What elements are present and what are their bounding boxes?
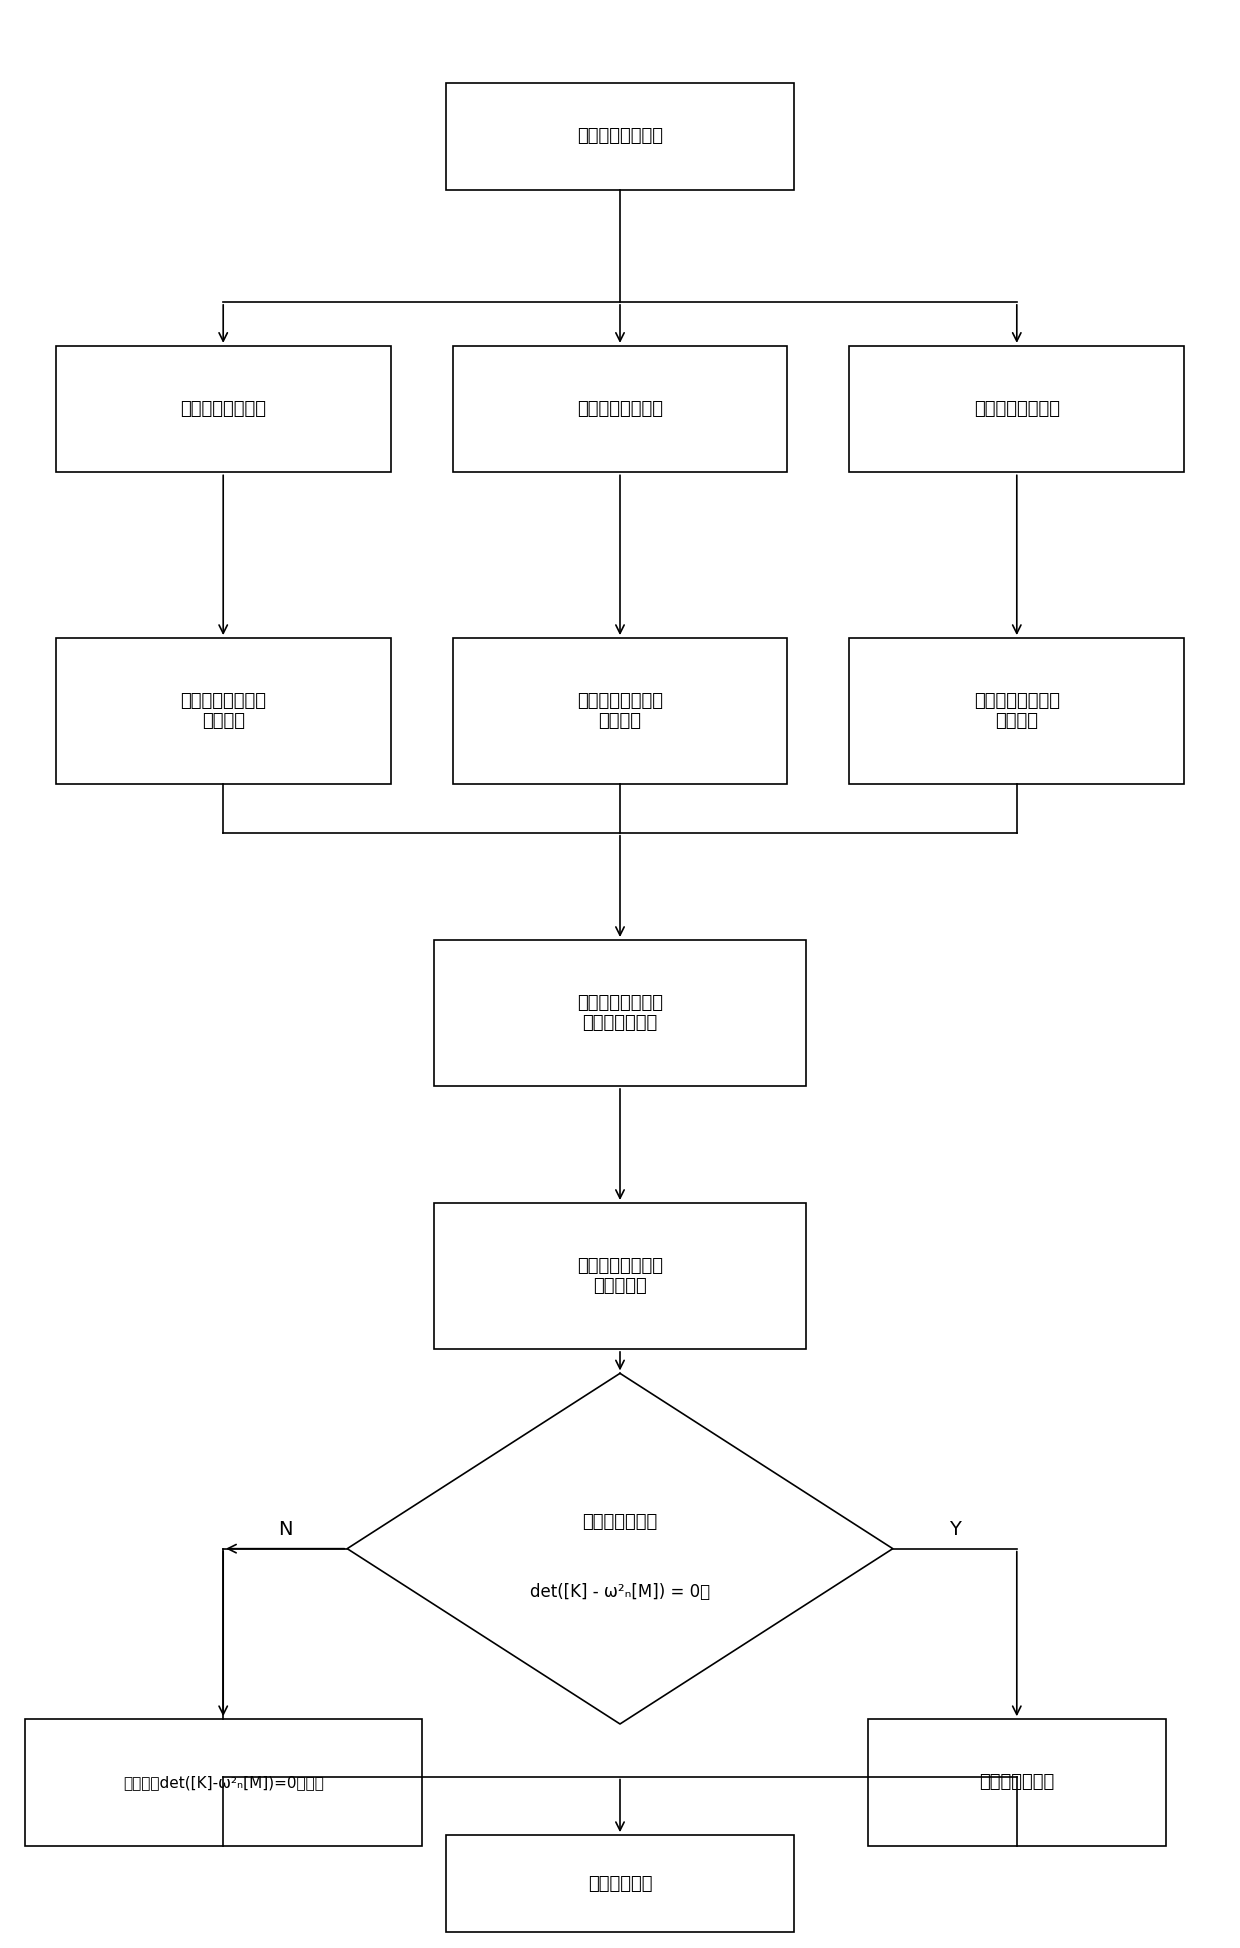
Text: 分别对每个广义坐
标求偏导: 分别对每个广义坐 标求偏导 (577, 692, 663, 730)
Text: 判断矩阵行列式: 判断矩阵行列式 (583, 1514, 657, 1531)
Text: 列出系统势能方程: 列出系统势能方程 (577, 399, 663, 419)
FancyBboxPatch shape (453, 347, 787, 471)
FancyBboxPatch shape (25, 1718, 422, 1847)
Text: 确定系统广义坐标: 确定系统广义坐标 (577, 127, 663, 146)
FancyBboxPatch shape (434, 941, 806, 1087)
Text: 整理得到质量矩阵
和刚度矩阵: 整理得到质量矩阵 和刚度矩阵 (577, 1256, 663, 1295)
FancyBboxPatch shape (868, 1718, 1166, 1847)
FancyBboxPatch shape (56, 639, 391, 783)
FancyBboxPatch shape (434, 1202, 806, 1348)
FancyBboxPatch shape (453, 639, 787, 783)
Text: 代入拉格朗日方程
得运动微分方程: 代入拉格朗日方程 得运动微分方程 (577, 993, 663, 1032)
FancyBboxPatch shape (446, 1835, 794, 1932)
FancyBboxPatch shape (849, 639, 1184, 783)
FancyBboxPatch shape (446, 82, 794, 189)
Text: 列出系统动能方程: 列出系统动能方程 (180, 399, 267, 419)
Text: det([K] - ω²ₙ[M]) = 0？: det([K] - ω²ₙ[M]) = 0？ (529, 1584, 711, 1601)
Text: 矩阵迭代法求解: 矩阵迭代法求解 (980, 1773, 1054, 1792)
Text: 分别对每个广义坐
标求偏导: 分别对每个广义坐 标求偏导 (973, 692, 1060, 730)
Text: 系统固有频率: 系统固有频率 (588, 1874, 652, 1893)
Text: Y: Y (949, 1519, 961, 1539)
Text: 列出系统耗能方程: 列出系统耗能方程 (973, 399, 1060, 419)
FancyBboxPatch shape (56, 347, 391, 471)
FancyBboxPatch shape (849, 347, 1184, 471)
Text: 带入方程det([K]-ω²ₙ[M])=0中求解: 带入方程det([K]-ω²ₙ[M])=0中求解 (123, 1775, 324, 1790)
Text: N: N (278, 1519, 293, 1539)
Text: 分别对每个广义坐
标求偏导: 分别对每个广义坐 标求偏导 (180, 692, 267, 730)
